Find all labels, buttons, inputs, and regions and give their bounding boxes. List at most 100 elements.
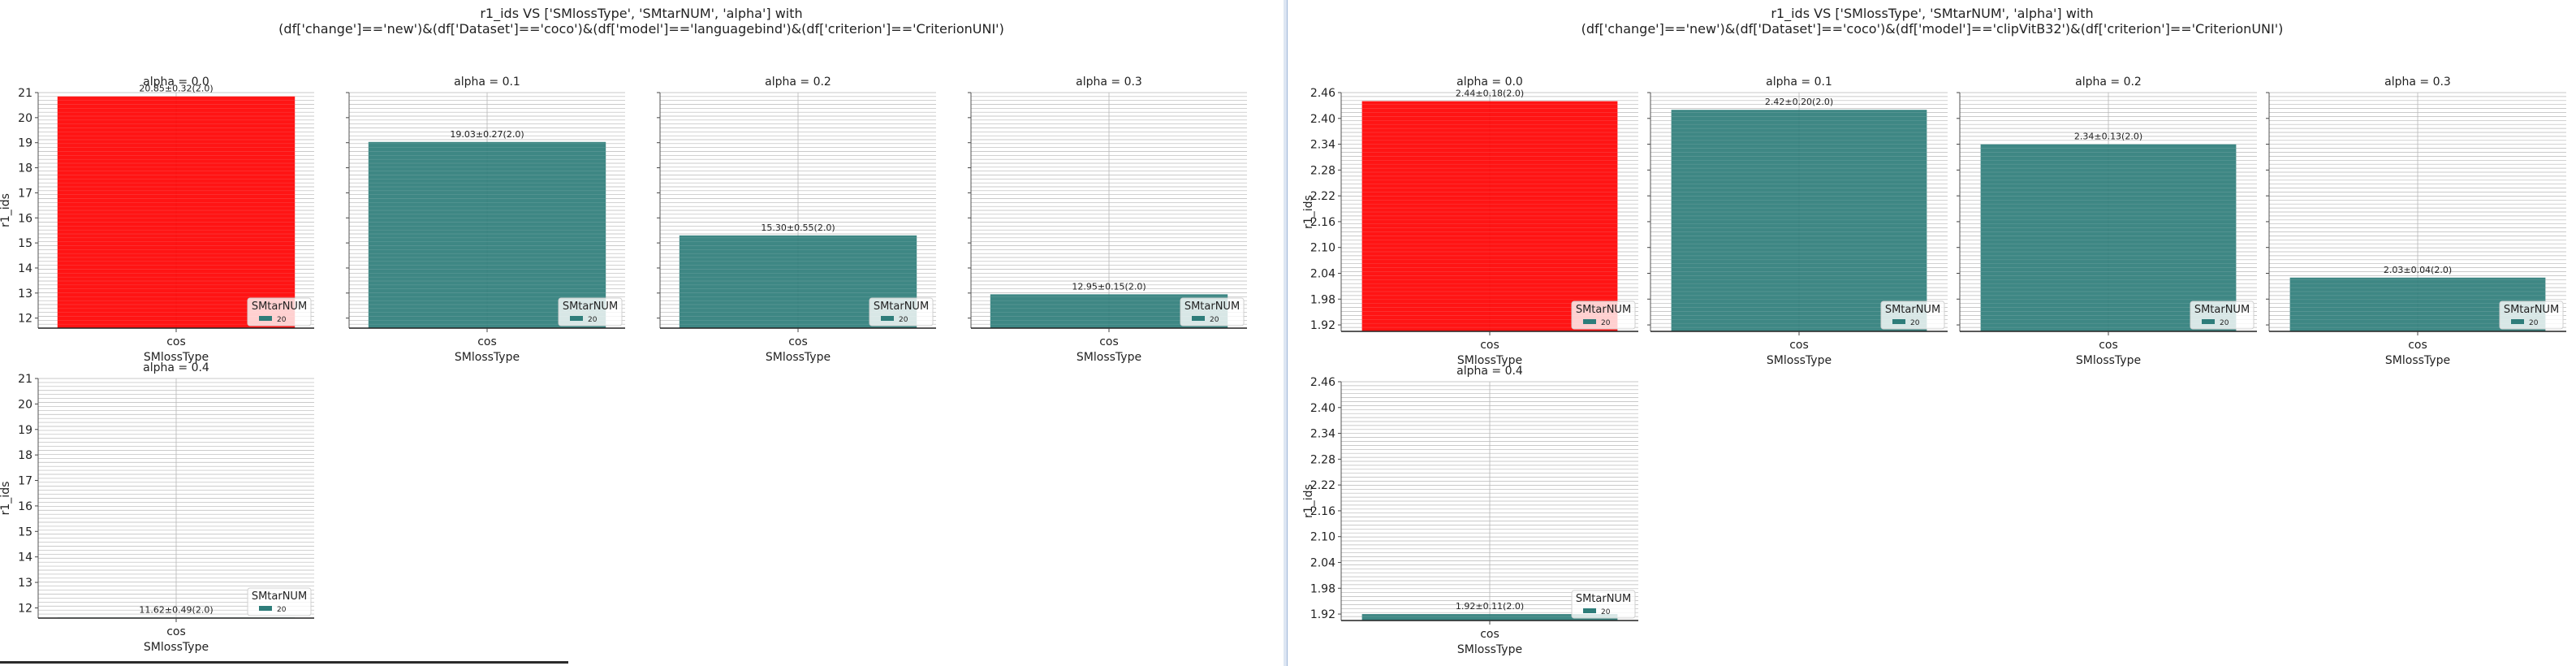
bar-value-label: 12.95±0.15(2.0) (1072, 281, 1146, 292)
legend: SMtarNUM 20 (247, 587, 312, 616)
legend-swatch (570, 316, 583, 321)
panel-title: alpha = 0.3 (2384, 76, 2451, 89)
facet-panel-5: alpha = 0.4 12 13 14 15 16 17 18 19 20 21 r1_ids 11.… (0, 361, 314, 654)
y-tick-label: 18 (18, 162, 32, 175)
facet-panel-4: alpha = 0.3 12.95±0.15(2.0) cos SMlossType S… (968, 76, 1247, 364)
y-tick-label: 2.16 (1310, 216, 1335, 229)
legend-entry: 20 (2220, 319, 2229, 327)
legend-swatch (1583, 608, 1596, 613)
bar-value-label: 15.30±0.55(2.0) (761, 223, 835, 233)
facet-panel-3: alpha = 0.2 15.30±0.55(2.0) cos SMlossType S… (657, 76, 936, 364)
y-tick-label: 12 (18, 313, 32, 326)
x-axis-label: SMlossType (144, 641, 209, 654)
legend: SMtarNUM 20 (558, 297, 623, 327)
legend-title: SMtarNUM (252, 590, 307, 603)
x-axis-label: SMlossType (1457, 643, 1522, 656)
bar-cos (57, 96, 296, 329)
bar-cos (368, 141, 606, 328)
legend-entry: 20 (1210, 316, 1219, 324)
y-tick-label: 12 (18, 602, 32, 615)
y-tick-label: 2.40 (1310, 113, 1335, 126)
y-axis-label: r1_ids (0, 482, 12, 516)
x-tick-label: cos (788, 335, 808, 348)
legend: SMtarNUM 20 (247, 297, 312, 327)
legend-entry: 20 (1601, 319, 1611, 327)
legend: SMtarNUM 20 (2190, 301, 2255, 330)
facet-panel-1: alpha = 0.0 1.92 1.98 2.04 2.10 2.16 2.22 2.28 2… (1302, 76, 1638, 367)
legend-swatch (2511, 319, 2524, 324)
figure-title-line1: r1_ids VS ['SMlossType', 'SMtarNUM', 'al… (1771, 6, 2093, 22)
y-tick-label: 1.98 (1310, 582, 1335, 595)
legend-title: SMtarNUM (874, 301, 929, 313)
y-tick-label: 2.22 (1310, 479, 1335, 492)
y-tick-label: 19 (18, 424, 32, 437)
chart-figure-1: r1_ids VS ['SMlossType', 'SMtarNUM', 'al… (0, 6, 1247, 654)
x-axis-label: SMlossType (1457, 354, 1522, 367)
panel-title: alpha = 0.0 (143, 76, 209, 89)
x-tick-label: cos (2408, 339, 2427, 352)
y-tick-label: 2.04 (1310, 267, 1335, 280)
y-tick-label: 2.16 (1310, 505, 1335, 518)
legend-swatch (2202, 319, 2215, 324)
figure-title-line2: (df['change']=='new')&(df['Dataset']=='c… (1581, 21, 2284, 37)
y-tick-label: 19 (18, 137, 32, 150)
x-tick-label: cos (1789, 339, 1809, 352)
legend-title: SMtarNUM (1885, 304, 1940, 316)
legend-swatch (259, 606, 272, 611)
y-axis-label: r1_ids (0, 193, 12, 227)
bar-value-label: 19.03±0.27(2.0) (450, 129, 524, 140)
facet-panel-2: alpha = 0.1 19.03±0.27(2.0) cos SMlossType S… (346, 76, 625, 364)
bar-value-label: 2.03±0.04(2.0) (2384, 265, 2452, 275)
x-axis-label: SMlossType (2385, 354, 2450, 367)
y-tick-label: 2.10 (1310, 242, 1335, 255)
legend-entry: 20 (1910, 319, 1920, 327)
legend-swatch (1892, 319, 1905, 324)
y-tick-label: 20 (18, 112, 32, 125)
y-tick-label: 18 (18, 449, 32, 462)
figure-title-line1: r1_ids VS ['SMlossType', 'SMtarNUM', 'al… (480, 6, 802, 22)
panel-title: alpha = 0.4 (1456, 365, 1523, 378)
y-tick-label: 14 (18, 551, 32, 564)
x-axis-label: SMlossType (1077, 351, 1141, 364)
panel-title: alpha = 0.1 (1766, 76, 1832, 89)
window-divider (1284, 0, 1287, 666)
legend-swatch (1192, 316, 1205, 321)
x-axis-label: SMlossType (2076, 354, 2141, 367)
legend: SMtarNUM 20 (1571, 590, 1636, 619)
y-tick-label: 21 (18, 373, 32, 386)
y-tick-label: 1.92 (1310, 608, 1335, 621)
legend-title: SMtarNUM (1184, 301, 1240, 313)
facet-panel-3: alpha = 0.2 2.34±0.13(2.0) cos SMlossType SM… (1957, 76, 2257, 367)
bar-cos (1980, 144, 2237, 331)
y-tick-label: 2.10 (1310, 531, 1335, 544)
x-axis-label: SMlossType (455, 351, 520, 364)
panel-title: alpha = 0.1 (454, 76, 520, 89)
bottom-scrollbar[interactable] (0, 661, 568, 664)
chart-figure-2: r1_ids VS ['SMlossType', 'SMtarNUM', 'al… (1302, 6, 2566, 656)
y-tick-label: 2.34 (1310, 428, 1335, 441)
facet-panel-5: alpha = 0.4 1.92 1.98 2.04 2.10 2.16 2.22 2.28 2… (1302, 365, 1638, 656)
bar-grid-overlay (368, 143, 606, 325)
x-tick-label: cos (2099, 339, 2118, 352)
bar-value-label: 2.34±0.13(2.0) (2074, 132, 2142, 142)
panel-title: alpha = 0.4 (143, 361, 209, 374)
x-axis-label: SMlossType (144, 351, 209, 364)
y-tick-label: 13 (18, 577, 32, 590)
legend-entry: 20 (899, 316, 908, 324)
y-tick-label: 2.28 (1310, 164, 1335, 177)
legend-title: SMtarNUM (252, 301, 307, 313)
panel-title: alpha = 0.2 (2075, 76, 2142, 89)
bar-value-label: 11.62±0.49(2.0) (139, 604, 213, 615)
y-tick-label: 2.22 (1310, 190, 1335, 203)
legend-title: SMtarNUM (2194, 304, 2250, 316)
y-tick-label: 2.34 (1310, 139, 1335, 152)
facet-panel-1: alpha = 0.0 12 13 14 15 16 17 18 19 20 21 r1_ids 20.… (0, 76, 314, 364)
y-tick-label: 13 (18, 288, 32, 301)
legend-swatch (259, 316, 272, 321)
x-tick-label: cos (1480, 339, 1499, 352)
y-tick-label: 2.46 (1310, 87, 1335, 100)
legend-entry: 20 (1601, 608, 1611, 616)
y-tick-label: 14 (18, 262, 32, 275)
y-axis-label: r1_ids (1302, 195, 1315, 229)
legend-swatch (1583, 319, 1596, 324)
